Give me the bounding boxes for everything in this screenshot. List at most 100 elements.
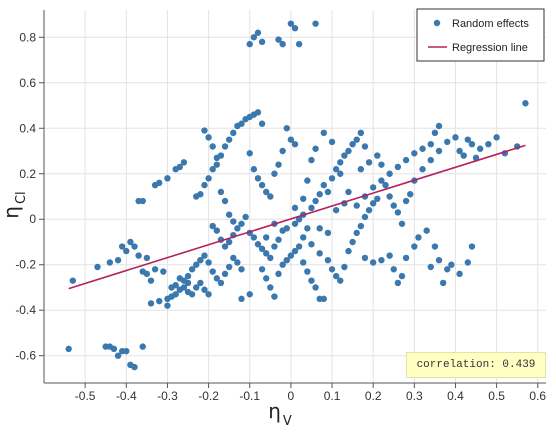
data-point xyxy=(180,284,188,291)
data-point xyxy=(324,256,332,264)
data-point xyxy=(361,213,369,221)
x-tick-label: 0.4 xyxy=(447,389,464,403)
data-point xyxy=(472,154,480,162)
data-point xyxy=(320,181,328,189)
data-point xyxy=(262,188,270,196)
data-point xyxy=(320,129,328,137)
data-point xyxy=(369,200,377,207)
y-axis-subscript: Cl xyxy=(14,191,29,204)
data-point xyxy=(110,345,118,353)
data-point xyxy=(427,263,434,271)
data-point xyxy=(361,254,369,262)
data-point xyxy=(435,256,443,264)
data-point xyxy=(131,363,138,371)
data-point xyxy=(402,197,410,205)
legend-box xyxy=(416,8,545,62)
data-point xyxy=(147,277,155,284)
data-point xyxy=(439,279,447,287)
data-point xyxy=(118,243,126,250)
axes xyxy=(43,10,546,384)
data-point xyxy=(300,234,307,241)
data-point xyxy=(415,234,422,241)
correlation-annotation: correlation: 0.439 xyxy=(406,352,546,378)
data-point xyxy=(398,272,406,280)
data-point xyxy=(456,147,463,155)
data-point xyxy=(365,159,373,166)
data-point xyxy=(353,136,360,143)
data-point xyxy=(250,34,258,41)
y-tick-label: -0.2 xyxy=(15,258,36,272)
data-point xyxy=(332,206,340,214)
data-point xyxy=(262,250,270,257)
data-point xyxy=(283,125,290,132)
data-point xyxy=(258,266,266,273)
data-point xyxy=(374,195,381,202)
data-point xyxy=(522,100,529,107)
data-point xyxy=(225,211,233,218)
data-point xyxy=(291,220,299,227)
data-point xyxy=(337,170,344,177)
data-point xyxy=(275,36,282,43)
data-point xyxy=(341,152,348,159)
data-point xyxy=(328,266,336,273)
data-point xyxy=(238,220,245,227)
data-point xyxy=(172,282,179,289)
data-point xyxy=(135,252,142,259)
data-point xyxy=(205,175,212,182)
data-point xyxy=(361,143,369,150)
data-point xyxy=(411,150,418,157)
data-point xyxy=(188,266,196,273)
data-point xyxy=(460,152,467,159)
data-point xyxy=(271,293,278,300)
data-point xyxy=(258,120,266,127)
data-point xyxy=(316,191,323,198)
data-point xyxy=(209,268,216,275)
y-tick-label: -0.4 xyxy=(15,303,36,317)
data-point xyxy=(230,254,237,262)
data-point xyxy=(308,204,315,212)
data-point xyxy=(390,202,397,209)
data-point xyxy=(156,179,163,187)
data-point xyxy=(258,181,266,189)
y-ticks: -0.6 -0.4 -0.2 0 0.2 0.4 0.6 0.8 xyxy=(15,30,44,363)
data-point xyxy=(435,147,443,155)
data-point xyxy=(287,136,295,143)
data-point xyxy=(225,238,233,246)
data-point xyxy=(246,291,253,298)
data-point xyxy=(197,191,204,198)
data-point xyxy=(390,266,397,273)
data-point xyxy=(337,159,344,166)
data-point xyxy=(431,129,439,137)
data-point xyxy=(234,259,241,266)
data-point xyxy=(188,291,196,298)
data-point xyxy=(394,209,402,216)
data-point xyxy=(448,261,455,268)
data-point xyxy=(209,222,216,230)
data-point xyxy=(369,259,377,266)
data-point xyxy=(304,225,311,232)
data-point xyxy=(275,270,282,278)
data-point xyxy=(332,272,340,280)
legend-point-marker xyxy=(433,19,441,27)
data-point xyxy=(246,40,253,48)
data-point xyxy=(106,259,114,266)
data-point xyxy=(324,229,332,237)
data-point xyxy=(271,170,278,177)
data-point xyxy=(435,122,443,130)
data-point xyxy=(267,254,274,262)
regression-line xyxy=(68,144,526,290)
data-point xyxy=(419,166,426,173)
data-point xyxy=(221,270,229,278)
data-point xyxy=(139,343,146,350)
data-point xyxy=(238,120,245,127)
data-point xyxy=(378,161,385,168)
data-point xyxy=(349,140,356,148)
data-point xyxy=(382,181,389,189)
x-tick-label: 0.3 xyxy=(406,389,423,403)
data-point xyxy=(225,263,233,271)
data-point xyxy=(201,286,208,293)
y-axis-title: η Cl xyxy=(0,191,29,218)
data-point xyxy=(291,247,299,255)
data-point xyxy=(427,156,434,164)
